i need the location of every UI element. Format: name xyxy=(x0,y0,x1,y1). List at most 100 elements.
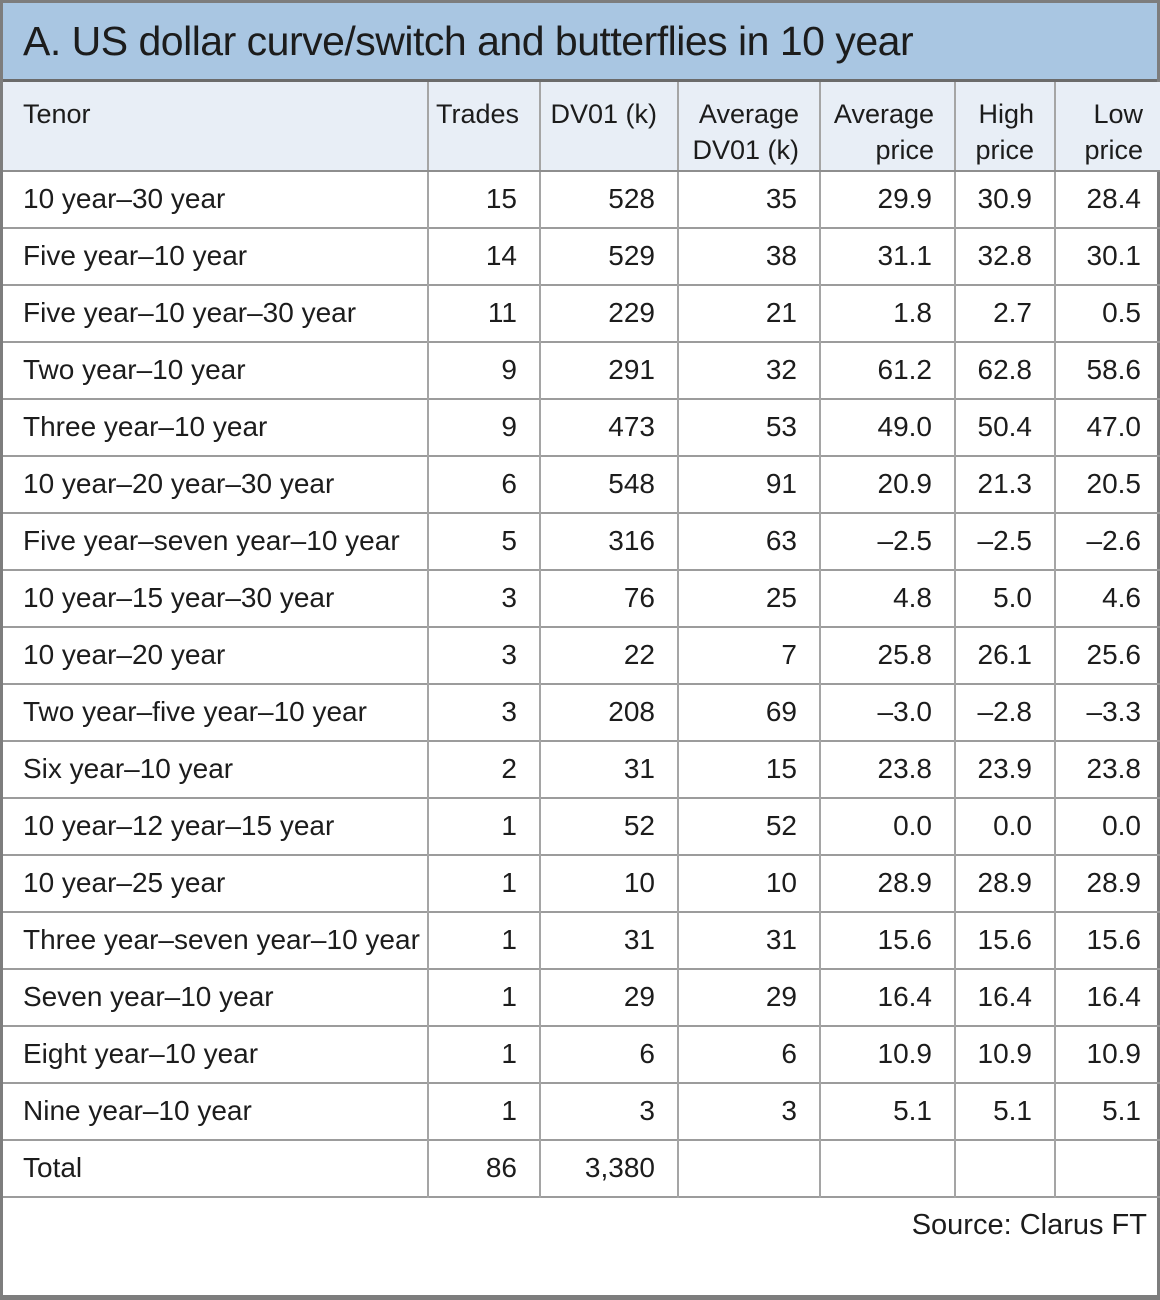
tenor-cell: 10 year–20 year–30 year xyxy=(3,454,429,513)
value-cell: 32.8 xyxy=(955,226,1056,285)
column-header-trades: Trades xyxy=(428,82,541,172)
value-cell: 91 xyxy=(678,454,821,513)
value-cell: 10 xyxy=(678,853,821,912)
value-cell: 5.1 xyxy=(955,1081,1056,1140)
value-cell: 10 xyxy=(540,853,679,912)
panel-title: A. US dollar curve/switch and butterflie… xyxy=(3,3,1157,82)
value-cell: 6 xyxy=(678,1024,821,1083)
value-cell: 49.0 xyxy=(820,397,956,456)
value-cell: –3.3 xyxy=(1055,682,1160,741)
value-cell: 9 xyxy=(428,397,541,456)
table-row: Nine year–10 year 1 3 3 5.1 5.1 5.1 xyxy=(3,1081,1160,1140)
value-cell: 52 xyxy=(540,796,679,855)
value-cell: 1 xyxy=(428,1081,541,1140)
table-row: 10 year–30 year 15 528 35 29.9 30.9 28.4 xyxy=(3,170,1160,228)
value-cell: 10.9 xyxy=(1055,1024,1160,1083)
value-cell: 2 xyxy=(428,739,541,798)
table-row: 10 year–25 year 1 10 10 28.9 28.9 28.9 xyxy=(3,853,1160,912)
value-cell: –2.6 xyxy=(1055,511,1160,570)
value-cell: 61.2 xyxy=(820,340,956,399)
value-cell: 1.8 xyxy=(820,283,956,342)
value-cell: 3 xyxy=(428,682,541,741)
value-cell: 20.5 xyxy=(1055,454,1160,513)
value-cell: –3.0 xyxy=(820,682,956,741)
value-cell: –2.5 xyxy=(955,511,1056,570)
value-cell: 21 xyxy=(678,283,821,342)
value-cell: 291 xyxy=(540,340,679,399)
value-cell: 15 xyxy=(678,739,821,798)
value-cell: 229 xyxy=(540,283,679,342)
value-cell: 30.1 xyxy=(1055,226,1160,285)
value-cell: 31 xyxy=(678,910,821,969)
value-cell: 3 xyxy=(540,1081,679,1140)
value-cell: 3 xyxy=(678,1081,821,1140)
value-cell: 23.9 xyxy=(955,739,1056,798)
value-cell: 9 xyxy=(428,340,541,399)
value-cell: –2.8 xyxy=(955,682,1056,741)
tenor-cell: Seven year–10 year xyxy=(3,967,429,1026)
column-header-low-price: Low price xyxy=(1055,82,1160,172)
table-row: 10 year–12 year–15 year 1 52 52 0.0 0.0 0.0 xyxy=(3,796,1160,855)
value-cell: 1 xyxy=(428,1024,541,1083)
value-cell: 23.8 xyxy=(1055,739,1160,798)
column-header-average-dv01: Average DV01 (k) xyxy=(678,82,821,172)
value-cell: 1 xyxy=(428,796,541,855)
value-cell: 548 xyxy=(540,454,679,513)
value-cell: 25 xyxy=(678,568,821,627)
tenor-cell: Three year–seven year–10 year xyxy=(3,910,429,969)
value-cell xyxy=(678,1138,821,1197)
value-cell: 47.0 xyxy=(1055,397,1160,456)
tenor-cell: Nine year–10 year xyxy=(3,1081,429,1140)
value-cell: 28.4 xyxy=(1086,183,1142,215)
column-header-high-price: High price xyxy=(955,82,1056,172)
value-cell: 10.9 xyxy=(820,1024,956,1083)
value-cell: 3,380 xyxy=(540,1138,679,1197)
value-cell: 22 xyxy=(540,625,679,684)
value-cell: 38 xyxy=(678,226,821,285)
table-row: Three year–10 year 9 473 53 49.0 50.4 47.0 xyxy=(3,397,1160,456)
column-header-average-price: Average price xyxy=(820,82,956,172)
value-cell: 62.8 xyxy=(955,340,1056,399)
tenor-cell: Three year–10 year xyxy=(3,397,429,456)
value-cell: 30.9 xyxy=(955,170,1056,228)
value-cell xyxy=(1055,1138,1160,1197)
value-cell: 6 xyxy=(540,1024,679,1083)
value-cell: 58.6 xyxy=(1055,340,1160,399)
value-cell: 473 xyxy=(540,397,679,456)
tenor-cell: 10 year–15 year–30 year xyxy=(3,568,429,627)
total-row: Total 86 3,380 xyxy=(3,1138,1160,1197)
tenor-cell: Five year–10 year xyxy=(3,226,429,285)
tenor-cell: Five year–10 year–30 year xyxy=(3,283,429,342)
value-cell: 528 xyxy=(540,170,679,228)
value-cell: 3 xyxy=(428,568,541,627)
value-cell: 16.4 xyxy=(1055,967,1160,1026)
value-cell: 3 xyxy=(428,625,541,684)
tenor-cell: 10 year–30 year xyxy=(3,170,429,228)
value-cell xyxy=(955,1138,1056,1197)
value-cell: 0.0 xyxy=(820,796,956,855)
value-cell: 5.1 xyxy=(1055,1081,1160,1140)
value-cell: 1 xyxy=(428,853,541,912)
value-cell: 86 xyxy=(428,1138,541,1197)
value-cell: 5.0 xyxy=(955,568,1056,627)
column-header-dv01: DV01 (k) xyxy=(540,82,679,172)
value-cell: 35 xyxy=(678,170,821,228)
value-cell: 21.3 xyxy=(955,454,1056,513)
value-cell: 529 xyxy=(540,226,679,285)
tenor-cell: Two year–10 year xyxy=(3,340,429,399)
value-cell: 5 xyxy=(428,511,541,570)
header-row: Tenor Trades DV01 (k) Average DV01 (k) A… xyxy=(3,82,1160,172)
value-cell: 14 xyxy=(428,226,541,285)
value-cell: 29 xyxy=(678,967,821,1026)
value-cell: –2.5 xyxy=(820,511,956,570)
value-cell: 20.9 xyxy=(820,454,956,513)
value-cell: 53 xyxy=(678,397,821,456)
value-cell: 11 xyxy=(428,283,541,342)
value-cell: 76 xyxy=(540,568,679,627)
value-cell: 15 xyxy=(428,170,541,228)
tenor-cell: Five year–seven year–10 year xyxy=(3,511,429,570)
value-cell: 31 xyxy=(540,910,679,969)
value-cell: 29.9 xyxy=(820,170,956,228)
value-cell: 63 xyxy=(678,511,821,570)
table-row: 10 year–20 year 3 22 7 25.8 26.1 25.6 xyxy=(3,625,1160,684)
